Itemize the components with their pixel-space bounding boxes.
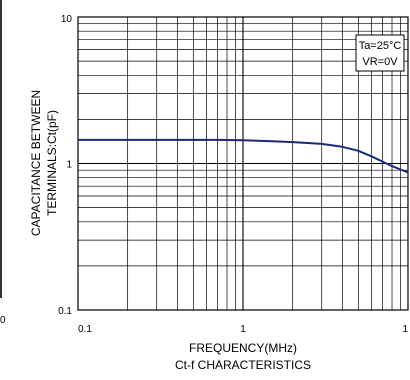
legend-box: Ta=25°C VR=0V xyxy=(355,34,405,72)
y-tick-label-2: 10 xyxy=(61,14,73,25)
x-axis-label: FREQUENCY(MHz) xyxy=(189,341,297,355)
y-axis-label-line-1: CAPACITANCE BETWEEN xyxy=(29,90,43,236)
y-tick-label-0: 0.1 xyxy=(58,306,72,317)
chart-title: Ct-f CHARACTERISTICS xyxy=(175,358,311,372)
y-tick-label-1: 1 xyxy=(66,160,72,171)
series-layer xyxy=(78,138,409,174)
left-edge-border xyxy=(0,0,2,298)
x-tick-label-2: 1 xyxy=(402,324,408,335)
y-axis-label-line-2: TERMINALS:Ct(pF) xyxy=(45,110,59,216)
tick-labels: 0.1 1 1 0.1 1 10 xyxy=(58,14,408,335)
plot-frame xyxy=(77,16,409,311)
series-line-0 xyxy=(78,138,409,174)
legend-line-2: VR=0V xyxy=(362,56,398,68)
x-tick-label-0: 0.1 xyxy=(78,324,92,335)
x-tick-label-1: 1 xyxy=(240,324,246,335)
legend-line-1: Ta=25°C xyxy=(359,40,402,52)
edge-fragment-label: 0 xyxy=(0,315,6,326)
